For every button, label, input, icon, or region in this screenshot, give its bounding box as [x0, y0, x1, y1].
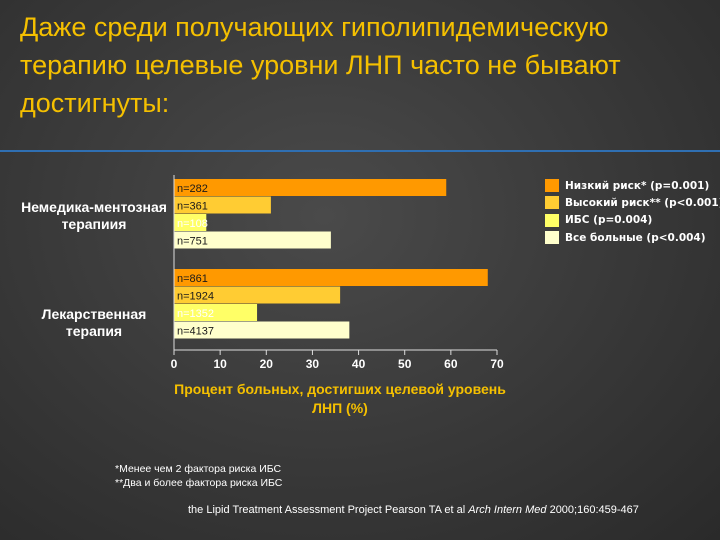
bar-g0-s2	[174, 214, 207, 231]
bar-g1-s3	[174, 321, 350, 339]
chart-legend: Низкий риск* (p=0.001) Высокий риск** (p<…	[545, 177, 720, 246]
source-suffix: 2000;160:459-467	[546, 504, 639, 516]
legend-item: Высокий риск** (p<0.001)	[545, 194, 720, 211]
source-journal: Arch Intern Med	[468, 504, 547, 516]
x-tick-label: 50	[398, 357, 412, 371]
x-tick-label: 10	[213, 357, 227, 371]
legend-swatch	[545, 196, 559, 210]
footnote-high-risk: **Два и более фактора риска ИБС	[115, 477, 283, 489]
footnote-low-risk: *Менее чем 2 фактора риска ИБС	[115, 463, 282, 475]
bar-n-label: n=1924	[177, 291, 214, 303]
bar-g1-s0	[174, 269, 488, 286]
bar-n-label: n=108	[177, 218, 208, 230]
group-label-non-drug: Немедика-ментозная терапиия	[21, 199, 167, 232]
legend-label: Низкий риск* (p=0.001)	[565, 179, 710, 192]
x-tick-label: 20	[260, 357, 274, 371]
title-divider	[0, 150, 720, 152]
bar-g0-s1	[174, 196, 271, 214]
x-tick-label: 70	[490, 357, 504, 371]
x-tick-label: 30	[306, 357, 320, 371]
legend-label: Высокий риск** (p<0.001)	[565, 196, 720, 209]
legend-label: ИБС (p=0.004)	[565, 214, 653, 227]
bar-n-label: n=361	[177, 201, 208, 213]
bar-g1-s2	[174, 304, 258, 321]
legend-label: Все больные (p<0.004)	[565, 231, 706, 244]
bar-n-label: n=1352	[177, 308, 214, 320]
x-tick-label: 60	[444, 357, 458, 371]
bar-n-label: n=861	[177, 273, 208, 285]
legend-swatch	[545, 231, 559, 245]
x-axis-label: Процент больных, достигших целевой урове…	[174, 381, 506, 416]
source-citation: the Lipid Treatment Assessment Project P…	[188, 504, 639, 516]
legend-swatch	[545, 213, 559, 227]
legend-item: Все больные (p<0.004)	[545, 229, 720, 246]
legend-swatch	[545, 179, 559, 193]
bar-n-label: n=4137	[177, 326, 214, 338]
bar-n-label: n=282	[177, 183, 208, 195]
bar-g1-s1	[174, 286, 341, 304]
footnotes: *Менее чем 2 фактора риска ИБС **Два и б…	[115, 462, 282, 490]
x-tick-label: 40	[352, 357, 366, 371]
bar-n-label: n=751	[177, 236, 208, 248]
group-label-drug: Лекарственная терапия	[41, 306, 147, 339]
legend-item: ИБС (p=0.004)	[545, 212, 720, 229]
bar-g0-s3	[174, 231, 331, 249]
bar-g0-s0	[174, 179, 447, 196]
source-prefix: the Lipid Treatment Assessment Project P…	[188, 504, 469, 516]
x-tick-label: 0	[171, 357, 178, 371]
slide-title: Даже среди получающих гиполипидемическую…	[20, 12, 621, 118]
legend-item: Низкий риск* (p=0.001)	[545, 177, 720, 194]
